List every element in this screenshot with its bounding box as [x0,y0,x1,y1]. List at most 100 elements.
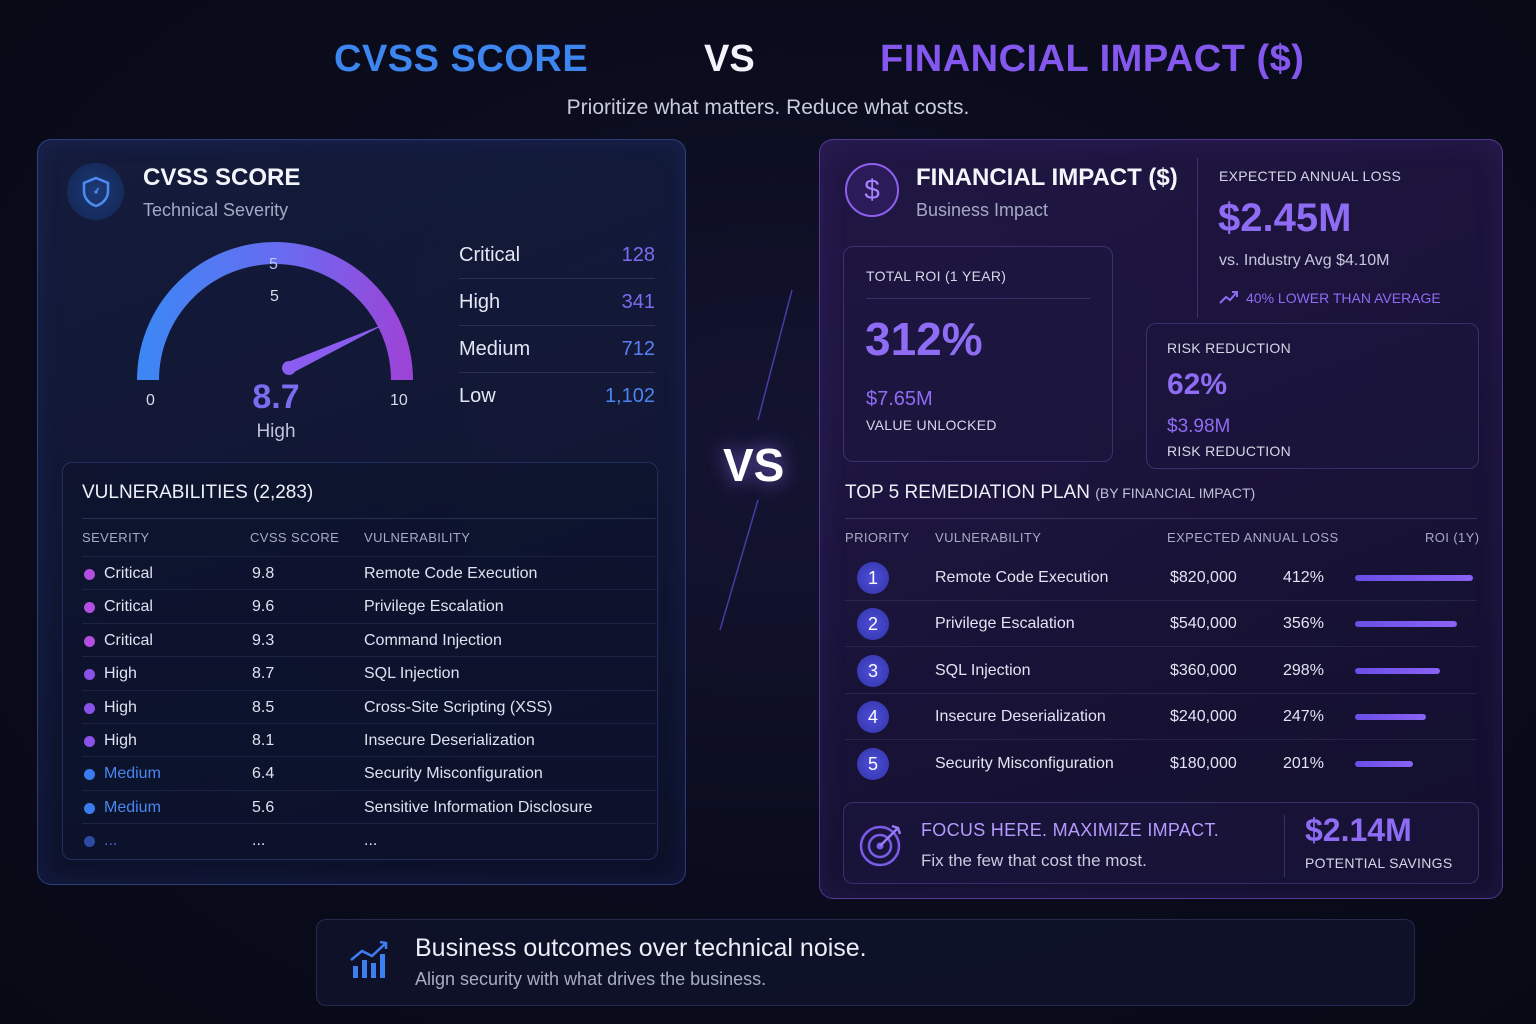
roi-bar [1355,760,1413,767]
row-roi: 356% [1283,615,1324,633]
table-row[interactable]: ......... [82,823,656,856]
focus-text: Fix the few that cost the most. [921,851,1147,870]
row-severity: High [104,698,137,716]
row-cvss-score: 9.3 [252,631,275,649]
table-row[interactable]: Medium 6.4 Security Misconfiguration [82,756,656,789]
roi-amount: $7.65M [866,388,933,410]
severity-count-value: 341 [621,290,655,313]
row-roi: 412% [1283,569,1324,586]
shield-icon [67,163,124,220]
remediation-plan-title: TOP 5 REMEDIATION PLAN (BY FINANCIAL IMP… [845,482,1255,504]
row-cvss-score: ... [252,832,266,850]
severity-dot-icon [84,669,95,681]
severity-dot-icon [84,769,95,781]
row-vulnerability: Insecure Deserialization [364,732,535,749]
row-cvss-score: 9.6 [252,598,275,616]
center-divider-lines [719,289,793,631]
row-cvss-score: 8.1 [252,732,275,749]
row-severity: Critical [104,598,153,616]
severity-count-value: 1,102 [604,385,655,407]
table-row[interactable]: 1 Remote Code Execution $820,000 412% [845,555,1477,601]
table-row[interactable]: Critical 9.3 Command Injection [82,622,656,656]
row-cvss-score: 5.6 [252,798,275,816]
row-vulnerability: Remote Code Execution [364,565,538,582]
divider [845,518,1477,519]
header-cvss-title: CVSS SCORE [334,38,589,80]
severity-dot-icon [84,736,95,747]
footer-banner [316,919,1415,1006]
target-icon [859,824,902,867]
severity-count-row: High 341 [459,279,655,326]
dollar-icon: $ [845,163,899,217]
vulnerabilities-title: VULNERABILITIES (2,283) [82,482,314,503]
risk-amount: $3.98M [1167,416,1231,437]
row-vulnerability: Cross-Site Scripting (XSS) [364,698,553,716]
center-vs: VS [723,439,785,491]
header-subtitle: Prioritize what matters. Reduce what cos… [566,96,970,119]
row-cvss-score: 8.7 [252,665,275,683]
header-vs: VS [704,38,755,80]
severity-count-row: Critical 128 [459,232,655,279]
expected-loss-value: $2.45M [1218,196,1352,240]
row-severity: Medium [104,765,161,783]
row-roi: 298% [1283,661,1324,679]
severity-count-label: Medium [459,337,531,360]
table-row[interactable]: Critical 9.8 Remote Code Execution [82,556,656,589]
table-row[interactable]: 3 SQL Injection $360,000 298% [845,648,1477,694]
table-row[interactable]: 2 Privilege Escalation $540,000 356% [845,601,1477,648]
risk-card [1146,323,1479,469]
row-expected-loss: $240,000 [1170,708,1237,726]
vt-header-score: CVSS SCORE [250,530,340,545]
gauge-needle-hub [282,361,296,375]
divider [82,518,656,519]
trend-down-icon [1219,291,1238,304]
severity-dot-icon [84,836,95,848]
cvss-panel-title: CVSS SCORE [143,164,301,191]
row-severity: High [104,732,137,749]
table-row[interactable]: 4 Insecure Deserialization $240,000 247% [845,694,1477,741]
severity-count-value: 128 [621,243,655,266]
priority-badge: 1 [857,562,889,594]
table-row[interactable]: 5 Security Misconfiguration $180,000 201% [845,741,1477,787]
priority-badge: 2 [857,608,889,641]
header-financial-title: FINANCIAL IMPACT ($) [880,38,1305,80]
row-severity: Medium [104,798,161,816]
row-expected-loss: $820,000 [1170,569,1237,586]
row-vulnerability: Insecure Deserialization [935,708,1106,726]
divider [1197,158,1198,318]
row-roi: 247% [1283,708,1324,726]
row-expected-loss: $360,000 [1170,661,1237,679]
severity-dot-icon [84,569,95,580]
roi-value: 312% [865,313,983,365]
roi-bar [1355,575,1473,581]
row-cvss-score: 9.8 [252,565,275,582]
table-row[interactable]: High 8.5 Cross-Site Scripting (XSS) [82,689,656,723]
gauge-needle [286,322,388,374]
row-vulnerability: Command Injection [364,631,502,649]
remediation-plan-title-text: TOP 5 REMEDIATION PLAN [845,482,1090,503]
row-roi: 201% [1283,754,1324,772]
gauge-level: High [256,421,296,442]
severity-count-row: Low 1,102 [459,373,655,420]
row-vulnerability: Remote Code Execution [935,569,1109,586]
table-row[interactable]: High 8.7 SQL Injection [82,656,656,689]
roi-label: TOTAL ROI (1 YEAR) [866,268,1007,284]
gauge-label-max: 10 [390,392,408,409]
row-vulnerability: Security Misconfiguration [935,754,1114,772]
vulnerabilities-table [62,462,658,860]
table-row[interactable]: Medium 5.6 Sensitive Information Disclosur… [82,789,656,823]
table-row[interactable]: High 8.1 Insecure Deserialization [82,723,656,756]
rp-header-loss: EXPECTED ANNUAL LOSS [1167,530,1339,545]
gauge-score: 8.7 [252,378,300,416]
severity-dot-icon [84,602,95,614]
row-severity: ... [104,832,118,850]
row-vulnerability: ... [364,832,378,850]
footer-text: Align security with what drives the busi… [415,969,767,989]
roi-bar [1355,714,1426,721]
gauge-arc-label-mid: 5 [269,256,278,273]
table-row[interactable]: Critical 9.6 Privilege Escalation [82,589,656,622]
expected-loss-label: EXPECTED ANNUAL LOSS [1219,168,1402,184]
row-expected-loss: $540,000 [1170,615,1237,633]
remediation-plan-title-note: (BY FINANCIAL IMPACT) [1095,485,1256,501]
risk-value: 62% [1167,368,1228,401]
